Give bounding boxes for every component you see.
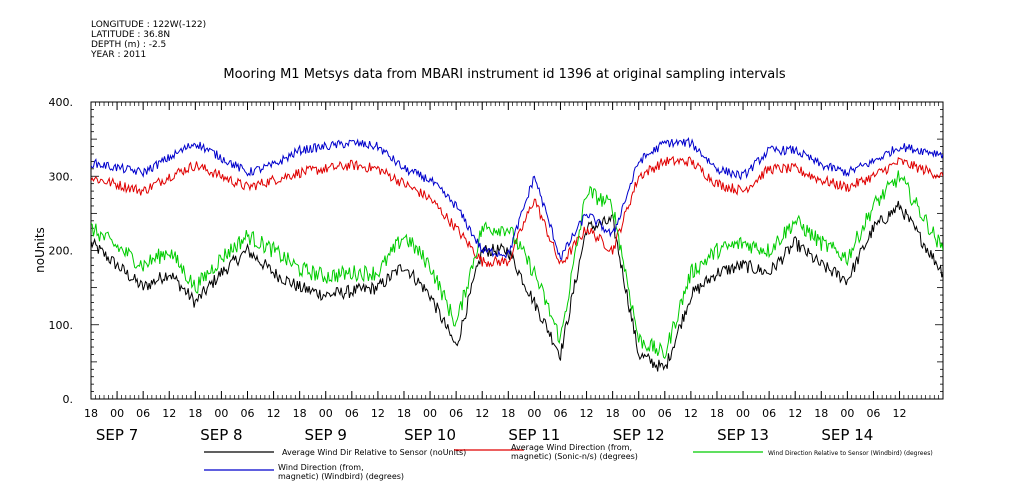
x-day-label: SEP 12 <box>613 426 665 444</box>
plot-frame <box>90 101 944 400</box>
y-tick-label: 200. <box>49 245 74 258</box>
x-day-label: SEP 14 <box>821 426 873 444</box>
depth-label: DEPTH (m) : -2.5 <box>91 40 167 50</box>
x-hour-tick-label: 00 <box>840 407 854 420</box>
x-hour-tick-label: 06 <box>553 407 567 420</box>
x-hour-tick-label: 00 <box>110 407 124 420</box>
legend-label: Average Wind Dir Relative to Sensor (noU… <box>282 448 466 457</box>
x-hour-tick-label: 12 <box>162 407 176 420</box>
x-hour-tick-label: 18 <box>606 407 620 420</box>
x-hour-tick-label: 00 <box>214 407 228 420</box>
metadata-block: LONGITUDE : 122W(-122) LATITUDE : 36.8N … <box>91 20 206 60</box>
x-day-label: SEP 7 <box>96 426 138 444</box>
y-tick-label: 300. <box>49 170 74 183</box>
x-hour-tick-label: 18 <box>188 407 202 420</box>
x-hour-tick-label: 18 <box>814 407 828 420</box>
x-hour-tick-label: 18 <box>501 407 515 420</box>
x-hour-tick-label: 18 <box>293 407 307 420</box>
x-hour-tick-label: 12 <box>475 407 489 420</box>
x-hour-tick-label: 06 <box>762 407 776 420</box>
legend-label: magnetic) (Windbird) (degrees) <box>278 472 404 481</box>
x-hour-tick-label: 18 <box>710 407 724 420</box>
x-day-label: SEP 11 <box>508 426 560 444</box>
x-hour-tick-label: 12 <box>371 407 385 420</box>
series-line <box>91 155 943 268</box>
x-hour-tick-label: 06 <box>658 407 672 420</box>
x-hour-tick-label: 06 <box>866 407 880 420</box>
x-hour-tick-label: 00 <box>423 407 437 420</box>
x-hour-tick-label: 00 <box>527 407 541 420</box>
x-hour-tick-label: 00 <box>319 407 333 420</box>
x-hour-tick-label: 00 <box>736 407 750 420</box>
legend-label: magnetic) (Sonic-n/s) (degrees) <box>511 452 638 461</box>
legend-label: Average Wind Direction (from, <box>511 443 632 452</box>
series-line <box>91 200 943 372</box>
x-hour-tick-label: 12 <box>893 407 907 420</box>
latitude-label: LATITUDE : 36.8N <box>91 30 171 40</box>
series-line <box>91 170 943 360</box>
x-hour-tick-label: 06 <box>240 407 254 420</box>
y-tick-label: 0. <box>63 393 74 406</box>
chart-title: Mooring M1 Metsys data from MBARI instru… <box>223 67 786 82</box>
x-hour-tick-label: 06 <box>345 407 359 420</box>
x-hour-tick-label: 06 <box>136 407 150 420</box>
x-hour-tick-label: 12 <box>580 407 594 420</box>
legend-label: Wind Direction Relative to Sensor (Windb… <box>768 450 933 457</box>
longitude-label: LONGITUDE : 122W(-122) <box>91 20 207 30</box>
x-day-label: SEP 10 <box>404 426 456 444</box>
legend-label: Wind Direction (from, <box>278 463 364 472</box>
x-hour-tick-label: 12 <box>788 407 802 420</box>
x-hour-tick-label: 18 <box>84 407 98 420</box>
x-day-label: SEP 8 <box>200 426 242 444</box>
year-label: YEAR : 2011 <box>91 50 147 60</box>
series-line <box>91 136 943 261</box>
y-tick-label: 400. <box>49 96 74 109</box>
y-tick-label: 100. <box>49 319 74 332</box>
x-hour-tick-label: 18 <box>397 407 411 420</box>
y-axis-label: noUnits <box>33 227 47 273</box>
x-hour-tick-label: 12 <box>684 407 698 420</box>
x-hour-tick-label: 06 <box>449 407 463 420</box>
x-hour-tick-label: 12 <box>267 407 281 420</box>
x-hour-tick-label: 00 <box>632 407 646 420</box>
x-day-label: SEP 13 <box>717 426 769 444</box>
x-day-label: SEP 9 <box>305 426 347 444</box>
